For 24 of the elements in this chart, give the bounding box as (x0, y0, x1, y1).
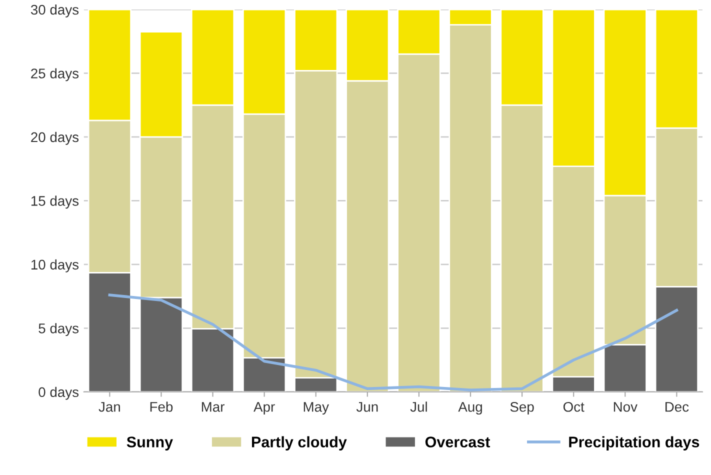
y-tick-label: 10 days (31, 259, 79, 272)
y-tick-label: 5 days (38, 323, 79, 336)
legend-label: Overcast (425, 436, 490, 448)
x-tick-label: May (304, 402, 329, 415)
y-tick-label: 30 days (30, 4, 79, 18)
legend-label: Partly cloudy (252, 436, 347, 450)
legend-label: Precipitation days (569, 436, 700, 450)
x-tick-label: Dec (665, 402, 689, 412)
x-tick-label: Oct (563, 402, 584, 412)
y-tick-label: 0 days (38, 386, 79, 400)
x-tick-label: Jan (98, 402, 120, 412)
y-tick-label: 15 days (31, 196, 79, 209)
line-series (108, 294, 678, 392)
x-tick-label: Feb (150, 402, 173, 412)
x-tick-label: Jul (410, 402, 427, 412)
y-tick-label: 25 days (31, 68, 79, 82)
x-tick-label: Sep (510, 402, 534, 415)
y-tick-label: 20 days (31, 132, 79, 145)
x-tick-label: Nov (614, 402, 638, 412)
x-tick-label: Jun (356, 402, 378, 412)
x-tick-label: Mar (202, 402, 224, 412)
x-tick-label: Aug (458, 402, 482, 415)
x-tick-label: Apr (254, 402, 275, 415)
legend-label: Sunny (126, 436, 173, 450)
